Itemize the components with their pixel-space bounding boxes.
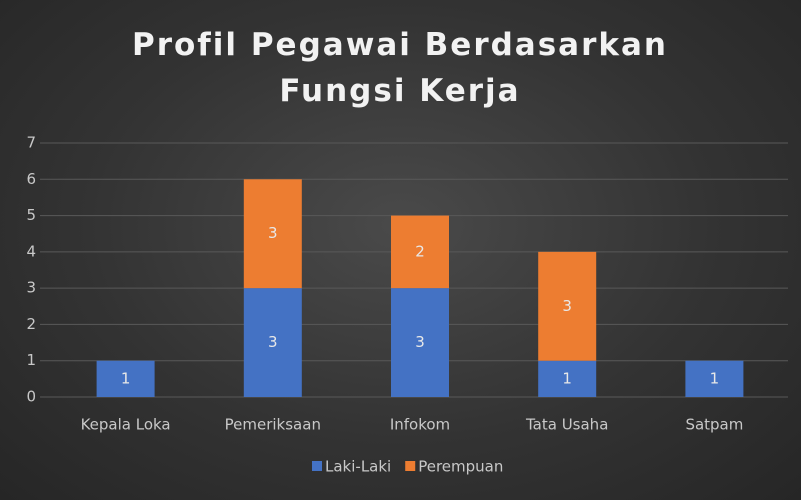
y-tick-label: 0 (26, 388, 36, 406)
bar-segment (538, 360, 597, 397)
value-label: 1 (121, 369, 131, 387)
value-label: 1 (710, 369, 720, 387)
y-tick-label: 2 (26, 315, 36, 333)
value-label: 3 (562, 297, 572, 315)
x-tick-label: Tata Usaha (525, 416, 608, 434)
y-tick-label: 1 (26, 351, 36, 369)
bar-segment (243, 179, 302, 289)
y-tick-label: 6 (26, 170, 36, 188)
value-label: 2 (415, 242, 425, 260)
y-tick-label: 4 (26, 242, 36, 260)
y-tick-label: 7 (26, 134, 36, 152)
legend-swatch (405, 461, 416, 471)
value-label: 3 (415, 333, 425, 351)
legend-label: Laki-Laki (325, 458, 391, 476)
chart-title: Profil Pegawai Berdasarkan Fungsi Kerja (132, 27, 668, 109)
x-tick-label: Pemeriksaan (225, 416, 321, 434)
legend-swatch (312, 461, 322, 471)
x-tick-label: Infokom (390, 416, 450, 434)
x-tick-label: Satpam (685, 416, 743, 434)
legend-label: Perempuan (418, 458, 503, 476)
x-tick-label: Kepala Loka (81, 416, 171, 434)
bar-segment (685, 360, 744, 397)
value-label: 1 (562, 369, 572, 387)
y-tick-label: 3 (26, 279, 36, 297)
value-label: 3 (268, 224, 278, 242)
bar-segment (538, 251, 597, 361)
bar-segment (391, 288, 449, 397)
bar-segment (96, 360, 155, 397)
value-label: 3 (268, 333, 278, 351)
bar-segment (391, 215, 449, 289)
bar-segment (243, 288, 302, 397)
y-tick-label: 5 (26, 206, 36, 224)
